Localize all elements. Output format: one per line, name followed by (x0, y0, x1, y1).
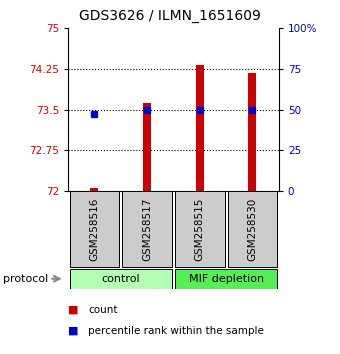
Text: percentile rank within the sample: percentile rank within the sample (88, 326, 264, 336)
Bar (143, 103, 151, 191)
Bar (122, 191, 172, 267)
Text: ■: ■ (68, 305, 79, 315)
Bar (70, 191, 119, 267)
Text: count: count (88, 305, 118, 315)
Bar (228, 191, 277, 267)
Bar (70, 269, 172, 289)
Text: GSM258517: GSM258517 (142, 198, 152, 261)
Text: GDS3626 / ILMN_1651609: GDS3626 / ILMN_1651609 (79, 9, 261, 23)
Bar (90, 188, 98, 191)
Text: control: control (101, 274, 140, 284)
Text: GSM258530: GSM258530 (248, 198, 257, 261)
Bar (249, 73, 256, 191)
Text: GSM258515: GSM258515 (195, 198, 205, 261)
Text: protocol: protocol (3, 274, 49, 284)
Text: ■: ■ (68, 326, 79, 336)
Bar (175, 269, 277, 289)
Bar (175, 191, 224, 267)
Bar (196, 65, 204, 191)
Text: MIF depletion: MIF depletion (189, 274, 264, 284)
Text: GSM258516: GSM258516 (89, 198, 99, 261)
